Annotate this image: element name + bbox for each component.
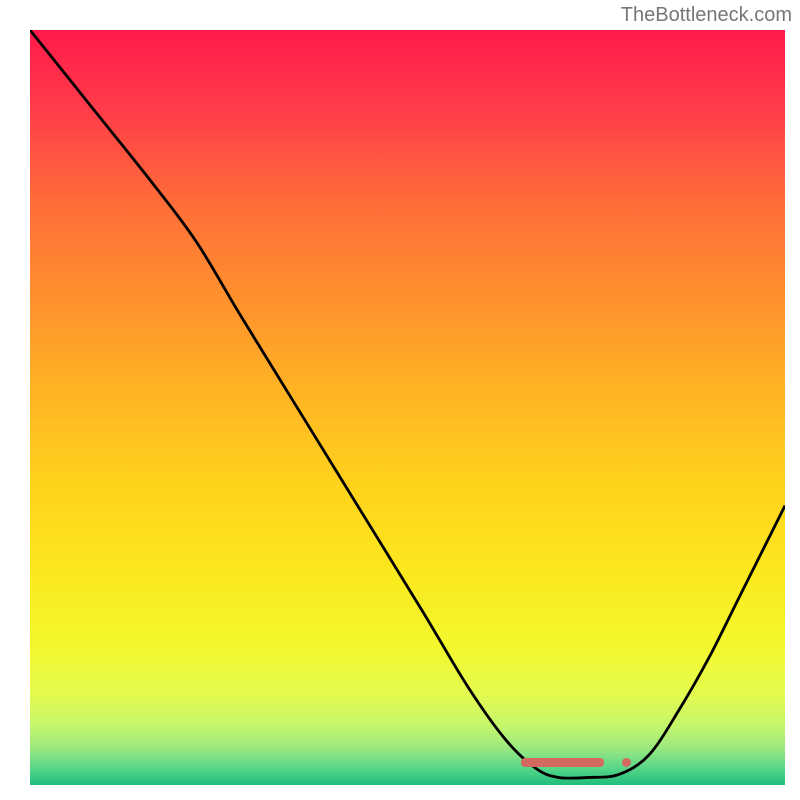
plot-area (30, 30, 785, 785)
gradient-background (30, 30, 785, 785)
watermark-text: TheBottleneck.com (621, 4, 792, 27)
optimum-marker-bar (521, 758, 604, 767)
optimum-marker-dot (622, 758, 631, 767)
